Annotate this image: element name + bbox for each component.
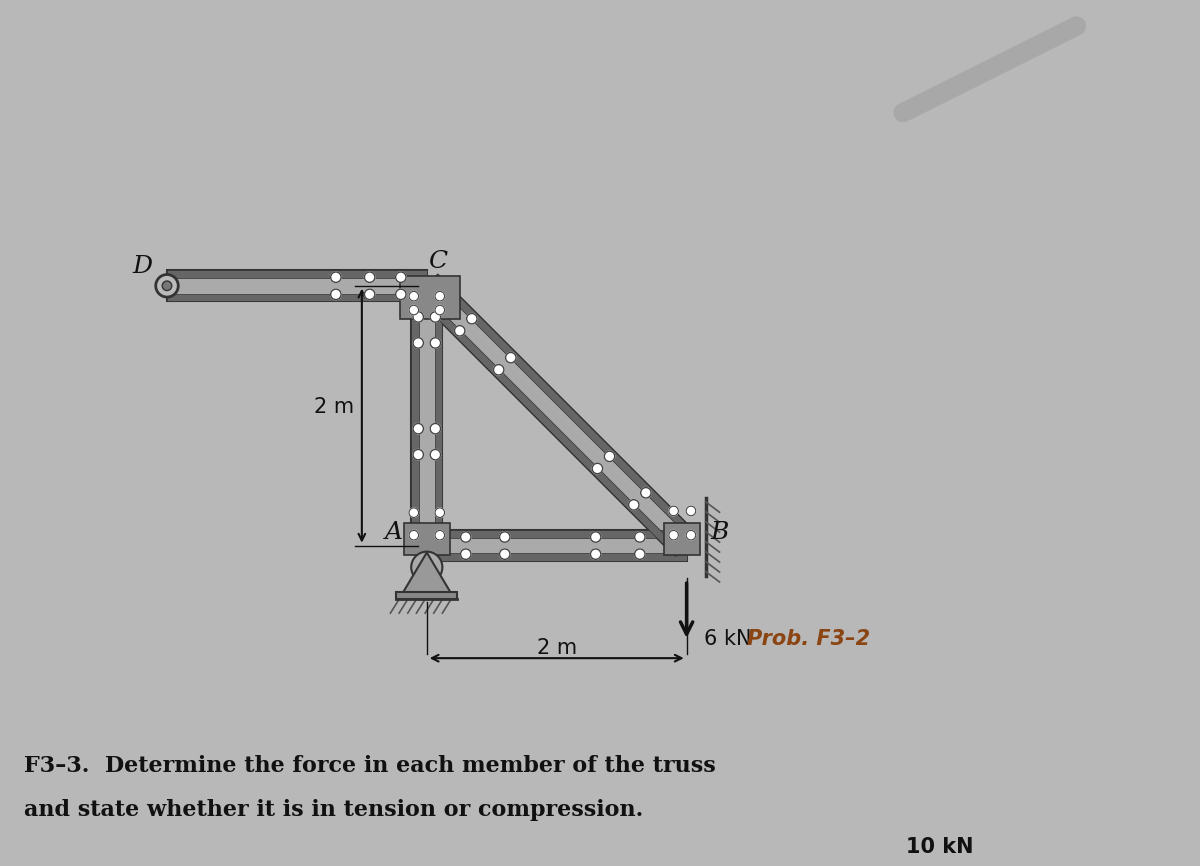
Text: Prob. F3–2: Prob. F3–2 xyxy=(748,629,870,650)
Polygon shape xyxy=(402,553,451,593)
Circle shape xyxy=(409,530,419,540)
Text: B: B xyxy=(710,521,728,544)
Circle shape xyxy=(436,507,444,517)
Text: and state whether it is in tension or compression.: and state whether it is in tension or co… xyxy=(24,798,643,821)
Polygon shape xyxy=(427,553,686,561)
Circle shape xyxy=(436,291,444,301)
Circle shape xyxy=(162,281,172,291)
Polygon shape xyxy=(167,294,427,301)
Circle shape xyxy=(409,305,419,314)
Circle shape xyxy=(641,488,652,498)
Text: D: D xyxy=(133,255,152,278)
Polygon shape xyxy=(167,270,427,278)
Polygon shape xyxy=(427,530,686,561)
Circle shape xyxy=(430,312,440,322)
Circle shape xyxy=(156,275,179,297)
Circle shape xyxy=(593,463,602,474)
Polygon shape xyxy=(167,270,427,301)
Polygon shape xyxy=(415,275,697,557)
Circle shape xyxy=(499,549,510,559)
Circle shape xyxy=(396,272,406,282)
Circle shape xyxy=(430,423,440,434)
Circle shape xyxy=(365,272,374,282)
Circle shape xyxy=(467,313,478,324)
Circle shape xyxy=(686,506,696,515)
Circle shape xyxy=(668,530,678,540)
Text: F3–3.  Determine the force in each member of the truss: F3–3. Determine the force in each member… xyxy=(24,755,715,778)
Polygon shape xyxy=(434,286,443,546)
Circle shape xyxy=(430,449,440,460)
Polygon shape xyxy=(412,286,443,546)
Text: C: C xyxy=(427,250,446,273)
Circle shape xyxy=(413,423,424,434)
Circle shape xyxy=(436,530,444,540)
Polygon shape xyxy=(664,522,700,555)
Circle shape xyxy=(686,530,696,540)
Circle shape xyxy=(413,338,424,348)
Text: A: A xyxy=(385,521,403,544)
Circle shape xyxy=(436,305,444,314)
Circle shape xyxy=(413,449,424,460)
Circle shape xyxy=(635,549,646,559)
Circle shape xyxy=(461,549,470,559)
Circle shape xyxy=(493,365,504,375)
Circle shape xyxy=(413,312,424,322)
Circle shape xyxy=(455,326,464,336)
Text: 2 m: 2 m xyxy=(536,638,577,658)
Bar xyxy=(396,592,457,599)
Circle shape xyxy=(409,507,419,517)
Circle shape xyxy=(590,532,601,542)
Circle shape xyxy=(668,506,678,515)
Circle shape xyxy=(430,338,440,348)
Circle shape xyxy=(499,532,510,542)
Circle shape xyxy=(605,451,614,462)
Circle shape xyxy=(505,352,516,363)
Circle shape xyxy=(331,289,341,300)
Polygon shape xyxy=(415,291,682,557)
Polygon shape xyxy=(403,522,450,555)
Polygon shape xyxy=(412,286,419,546)
Text: 10 kN: 10 kN xyxy=(906,837,973,857)
Circle shape xyxy=(412,552,443,583)
Circle shape xyxy=(365,289,374,300)
Polygon shape xyxy=(432,275,697,540)
Circle shape xyxy=(409,291,419,301)
Circle shape xyxy=(396,289,406,300)
Polygon shape xyxy=(401,276,460,319)
Text: 2 m: 2 m xyxy=(314,397,354,417)
Circle shape xyxy=(461,532,470,542)
Circle shape xyxy=(590,549,601,559)
Circle shape xyxy=(635,532,646,542)
Circle shape xyxy=(331,272,341,282)
Circle shape xyxy=(629,500,638,510)
Polygon shape xyxy=(427,530,686,538)
Text: 6 kN: 6 kN xyxy=(704,629,751,650)
